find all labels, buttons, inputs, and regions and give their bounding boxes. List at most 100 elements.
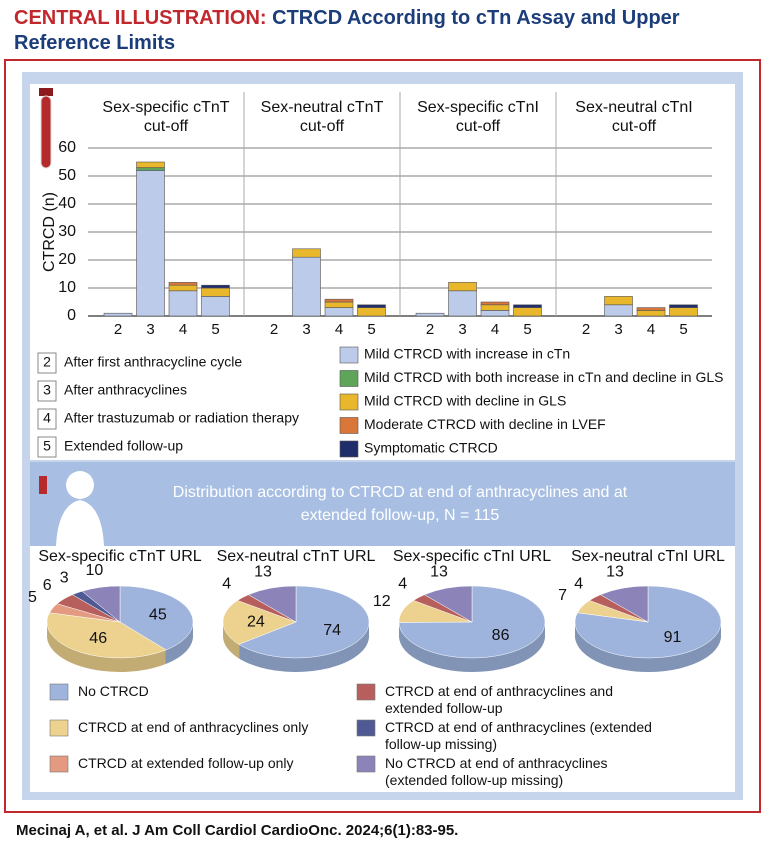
y-tick-label: 0 bbox=[67, 307, 76, 324]
category-description: Extended follow-up bbox=[64, 438, 183, 454]
x-tick-label: 3 bbox=[614, 321, 622, 338]
legend-swatch bbox=[49, 719, 69, 737]
pie-value-label: 3 bbox=[60, 569, 69, 586]
y-tick-label: 40 bbox=[58, 195, 76, 212]
panel-title: Sex-neutral cTnT cut-off bbox=[260, 99, 384, 135]
title-label: CENTRAL ILLUSTRATION: bbox=[14, 7, 267, 29]
x-tick-label: 4 bbox=[335, 321, 343, 338]
legend-label: Mild CTRCD with increase in cTn bbox=[364, 346, 570, 362]
pie-slice bbox=[247, 585, 297, 623]
legend-label: CTRCD at end of anthracyclines and exten… bbox=[385, 683, 613, 716]
bar-segment bbox=[201, 287, 230, 297]
y-tick-label: 30 bbox=[58, 223, 76, 240]
bar-segment bbox=[448, 282, 477, 292]
y-tick-label: 60 bbox=[58, 139, 76, 156]
legend-label: CTRCD at extended follow-up only bbox=[78, 755, 294, 771]
pie-value-label: 5 bbox=[28, 589, 37, 606]
bar-segment bbox=[324, 307, 354, 317]
x-tick-label: 2 bbox=[114, 321, 122, 338]
pie-slice bbox=[46, 612, 167, 659]
x-tick-label: 2 bbox=[582, 321, 590, 338]
x-tick-label: 3 bbox=[146, 321, 154, 338]
legend-swatch bbox=[356, 683, 376, 701]
x-tick-label: 5 bbox=[523, 321, 531, 338]
bar-segment bbox=[136, 170, 165, 317]
pie-value-label: 12 bbox=[373, 593, 391, 610]
bar-segment bbox=[669, 307, 698, 317]
pie-value-label: 86 bbox=[492, 627, 510, 644]
pie-value-label: 46 bbox=[89, 630, 107, 647]
y-tick-label: 10 bbox=[58, 279, 76, 296]
bar-segment bbox=[201, 296, 230, 317]
pie-slice bbox=[423, 585, 473, 623]
legend-swatch bbox=[339, 370, 359, 387]
bar-segment bbox=[669, 304, 698, 308]
legend-swatch bbox=[339, 417, 359, 434]
pie-value-label: 45 bbox=[149, 607, 167, 624]
person-icon bbox=[39, 471, 104, 546]
pie-value-label: 13 bbox=[430, 563, 448, 580]
category-key: 5 bbox=[43, 438, 51, 454]
y-tick-label: 20 bbox=[58, 251, 76, 268]
pie-title: Sex-specific cTnI URL bbox=[392, 548, 552, 565]
legend-label: No CTRCD bbox=[78, 683, 149, 699]
footer: Mecinaj A, et al. J Am Coll Cardiol Card… bbox=[16, 822, 459, 839]
category-key-box bbox=[37, 436, 57, 458]
legend-swatch bbox=[356, 755, 376, 773]
pie-band-title: Distribution according to CTRCD at end o… bbox=[172, 484, 628, 524]
bar-segment bbox=[513, 307, 542, 317]
pie-band bbox=[30, 462, 735, 546]
pie-slice bbox=[119, 585, 194, 651]
legend-label: CTRCD at end of anthracyclines only bbox=[78, 719, 309, 735]
pie-slice bbox=[238, 585, 370, 659]
y-axis-label: CTRCD (n) bbox=[41, 192, 58, 272]
pie-slice bbox=[599, 585, 649, 623]
x-tick-label: 3 bbox=[458, 321, 466, 338]
pie-value-label: 6 bbox=[43, 577, 52, 594]
pie-value-label: 74 bbox=[323, 622, 341, 639]
pie-value-label: 91 bbox=[664, 629, 682, 646]
pie-value-label: 7 bbox=[558, 587, 567, 604]
category-key: 3 bbox=[43, 382, 51, 398]
legend-label: Mild CTRCD with both increase in cTn and… bbox=[364, 369, 724, 385]
bar-segment bbox=[324, 301, 354, 308]
category-key-box bbox=[37, 380, 57, 402]
pie-title: Sex-neutral cTnT URL bbox=[216, 548, 376, 565]
legend-swatch bbox=[356, 719, 376, 737]
bar-segment bbox=[415, 312, 445, 317]
bar-segment bbox=[513, 304, 542, 308]
bar-segment bbox=[480, 304, 510, 311]
bar-segment bbox=[136, 167, 165, 171]
category-key: 2 bbox=[43, 354, 51, 370]
pie-value-label: 13 bbox=[606, 563, 624, 580]
category-description: After trastuzumab or radiation therapy bbox=[64, 410, 299, 426]
bar-segment bbox=[292, 248, 321, 258]
bar-segment bbox=[480, 310, 510, 317]
category-description: After anthracyclines bbox=[64, 382, 187, 398]
category-key: 4 bbox=[43, 410, 51, 426]
pie-slice bbox=[81, 585, 121, 623]
pie-value-label: 13 bbox=[254, 563, 272, 580]
legend-swatch bbox=[339, 440, 359, 458]
bar-segment bbox=[480, 301, 510, 306]
category-key-box bbox=[37, 352, 57, 374]
bar-segment bbox=[357, 307, 386, 317]
x-tick-label: 2 bbox=[270, 321, 278, 338]
bar-segment bbox=[168, 290, 198, 317]
bar-segment bbox=[636, 307, 666, 311]
pie-title: Sex-neutral cTnI URL bbox=[571, 548, 725, 565]
bar-segment bbox=[168, 282, 198, 286]
x-tick-label: 4 bbox=[491, 321, 499, 338]
legend-label: CTRCD at end of anthracyclines (extended… bbox=[385, 719, 652, 752]
bar-segment bbox=[292, 256, 321, 317]
pie-value-label: 4 bbox=[398, 575, 407, 592]
legend-swatch bbox=[49, 683, 69, 701]
pie-value-label: 24 bbox=[247, 613, 265, 630]
bar-segment bbox=[324, 298, 354, 303]
x-tick-label: 4 bbox=[179, 321, 187, 338]
x-tick-label: 3 bbox=[302, 321, 310, 338]
legend-label: Symptomatic CTRCD bbox=[364, 440, 498, 456]
bar-segment bbox=[448, 290, 477, 317]
